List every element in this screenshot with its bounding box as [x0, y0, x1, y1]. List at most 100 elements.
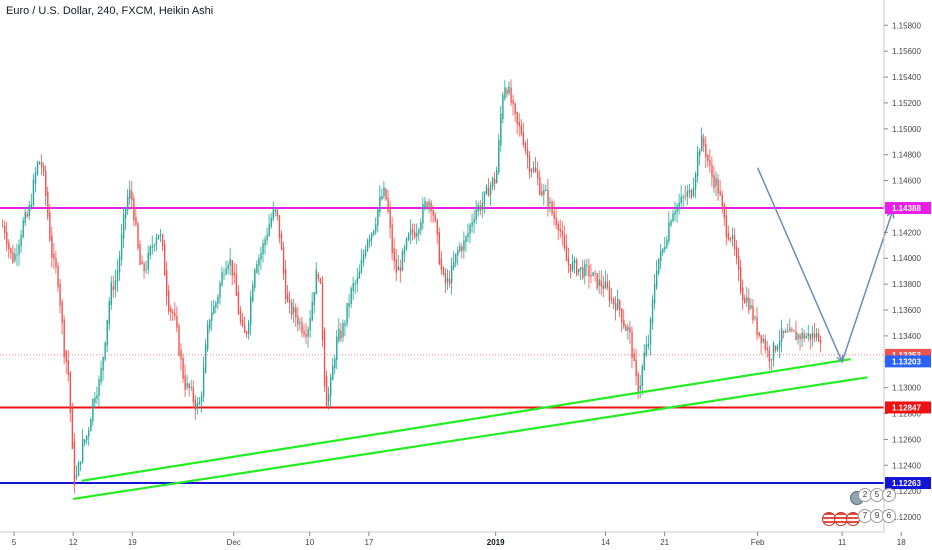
candle-body [475, 209, 477, 220]
price-axis[interactable]: 1.15800 1.15600 1.15400 1.15200 1.15000 1.148… [883, 0, 921, 532]
candle-body [742, 287, 744, 301]
horizontal-levels[interactable] [0, 207, 884, 485]
candle-body [731, 234, 734, 240]
candle-body [229, 258, 231, 266]
candle-body [748, 297, 750, 311]
candle-body [666, 239, 668, 248]
candle-body [51, 235, 53, 258]
price-tick-label: 1.13800 [892, 280, 921, 289]
candle-body [256, 264, 258, 273]
candle-body [596, 273, 598, 289]
candle-body [221, 272, 223, 286]
time-tick-label: 5 [12, 538, 17, 547]
candle-body [580, 267, 582, 270]
projection-path[interactable] [756, 167, 894, 364]
candle-body [649, 319, 652, 345]
candle-body [789, 328, 791, 332]
candle-body [366, 240, 369, 251]
candle-body [502, 94, 504, 120]
candle-body [643, 352, 646, 370]
candle-body [754, 317, 756, 318]
candle-body [547, 189, 549, 207]
candle-body [621, 308, 623, 323]
event-badge[interactable]: 6 [882, 509, 896, 523]
trendline[interactable] [72, 376, 868, 501]
candle-body [477, 204, 479, 212]
candle-body [110, 282, 113, 306]
candle-body [668, 222, 670, 242]
candle-body [159, 234, 162, 236]
trendline[interactable] [81, 358, 851, 482]
price-tick-label: 1.12000 [892, 513, 921, 522]
candle-body [549, 201, 551, 204]
price-tick-label: 1.13000 [892, 384, 921, 393]
candle-body [43, 166, 45, 172]
candle-body [319, 277, 322, 284]
event-badges[interactable]: 2 5 2 7 9 6 [818, 488, 928, 532]
candle-body [688, 189, 691, 193]
candle-body [317, 274, 320, 279]
candle-body [723, 204, 725, 218]
candle-body [817, 333, 820, 342]
candle-body [401, 251, 404, 271]
price-tick-label: 1.14000 [892, 254, 921, 263]
candle-body [797, 334, 799, 339]
candle-body [467, 232, 469, 238]
candle-body [217, 296, 219, 304]
event-badge[interactable]: 9 [870, 509, 884, 523]
candle-body [235, 274, 238, 296]
price-tick-label: 1.13400 [892, 332, 921, 341]
candle-body [305, 334, 307, 338]
candle-body [559, 229, 561, 232]
candle-body [791, 329, 793, 331]
price-tick-label: 1.15800 [892, 21, 921, 30]
candle-body [141, 261, 143, 265]
time-axis[interactable]: 5 12 19 Dec 10 17 2019 14 21 Feb 11 18 [0, 531, 906, 547]
candle-body [350, 288, 352, 304]
candle-body [801, 332, 803, 339]
candle-body [772, 342, 775, 361]
candle-body [178, 325, 180, 356]
candle-body [717, 179, 719, 194]
candle-body [532, 167, 535, 172]
candle-body [75, 475, 78, 478]
candle-body [647, 343, 650, 347]
candle-body [420, 222, 422, 231]
candle-body [92, 399, 94, 422]
trendlines[interactable] [72, 167, 895, 501]
candle-body [489, 185, 492, 195]
candle-body [118, 256, 121, 273]
candle-body [510, 87, 512, 103]
event-badge[interactable]: 2 [882, 488, 896, 502]
candle-body [147, 252, 149, 270]
candle-body [371, 233, 373, 239]
candle-body [268, 224, 270, 236]
candle-body [14, 253, 16, 261]
candle-body [803, 333, 805, 339]
candle-body [705, 144, 707, 158]
candle-body [219, 283, 221, 298]
candle-body [321, 282, 324, 341]
candle-body [760, 335, 762, 344]
candle-body [530, 169, 533, 172]
candle-body [416, 232, 418, 237]
candle-body [737, 256, 740, 270]
candle-body [340, 330, 342, 339]
candle-body [258, 257, 260, 266]
time-tick-label: 11 [838, 538, 847, 547]
price-tag-label: 1.13203 [892, 357, 921, 366]
candle-body [149, 246, 151, 256]
candle-body [170, 307, 172, 313]
candle-body [239, 310, 242, 322]
candle-body [59, 283, 61, 306]
candle-body [153, 244, 156, 247]
candle-body [291, 302, 293, 316]
candle-body [248, 322, 250, 334]
candle-body [453, 261, 455, 269]
candle-body [311, 301, 313, 321]
candle-body [276, 209, 279, 217]
candle-body [678, 202, 680, 207]
event-badge[interactable]: 2 [858, 488, 872, 502]
candle-body [137, 223, 139, 249]
